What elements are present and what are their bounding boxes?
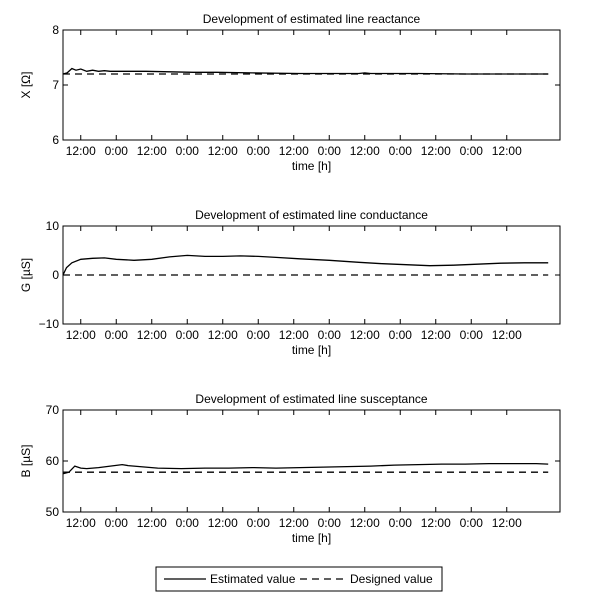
y-axis-label: B [µS] (19, 445, 33, 478)
y-tick-label: 7 (52, 78, 59, 92)
x-tick-label: 12:00 (492, 144, 522, 158)
x-tick-label: 0:00 (318, 144, 342, 158)
x-tick-label: 0:00 (247, 516, 271, 530)
x-tick-label: 12:00 (137, 144, 167, 158)
x-tick-label: 12:00 (66, 328, 96, 342)
x-tick-label: 12:00 (421, 516, 451, 530)
x-axis-label: time [h] (292, 531, 331, 545)
x-tick-label: 12:00 (66, 516, 96, 530)
x-tick-label: 12:00 (208, 516, 238, 530)
x-tick-label: 0:00 (318, 328, 342, 342)
y-tick-label: −10 (39, 317, 60, 331)
y-tick-label: 6 (52, 133, 59, 147)
x-tick-label: 12:00 (492, 328, 522, 342)
y-axis-label: X [Ω] (19, 72, 33, 99)
x-axis-label: time [h] (292, 343, 331, 357)
x-tick-label: 12:00 (421, 328, 451, 342)
estimated-value-line (62, 462, 549, 475)
x-tick-label: 12:00 (137, 516, 167, 530)
x-tick-label: 12:00 (208, 328, 238, 342)
chart-panel-2: Development of estimated line conductanc… (19, 208, 561, 357)
y-tick-label: 10 (46, 219, 60, 233)
y-tick-label: 60 (46, 454, 60, 468)
x-tick-label: 0:00 (176, 328, 200, 342)
x-tick-label: 0:00 (460, 144, 484, 158)
chart-title: Development of estimated line susceptanc… (195, 392, 427, 406)
x-tick-label: 12:00 (350, 328, 380, 342)
chart-title: Development of estimated line conductanc… (195, 208, 428, 222)
x-tick-label: 0:00 (460, 516, 484, 530)
estimated-value-line (62, 67, 549, 75)
x-tick-label: 0:00 (176, 516, 200, 530)
x-tick-label: 12:00 (279, 144, 309, 158)
x-tick-label: 12:00 (279, 516, 309, 530)
x-tick-label: 0:00 (105, 328, 129, 342)
y-tick-label: 70 (46, 403, 60, 417)
x-tick-label: 0:00 (318, 516, 342, 530)
x-tick-label: 12:00 (350, 516, 380, 530)
legend-estimated-label: Estimated value (210, 572, 296, 586)
x-tick-label: 12:00 (421, 144, 451, 158)
x-tick-label: 0:00 (389, 516, 413, 530)
x-tick-label: 12:00 (208, 144, 238, 158)
x-tick-label: 0:00 (389, 144, 413, 158)
plot-frame (62, 409, 561, 513)
x-tick-label: 12:00 (66, 144, 96, 158)
x-tick-label: 0:00 (247, 144, 271, 158)
y-axis-label: G [µS] (19, 258, 33, 292)
x-tick-label: 12:00 (350, 144, 380, 158)
x-tick-label: 0:00 (105, 516, 129, 530)
chart-title: Development of estimated line reactance (203, 12, 421, 26)
x-tick-label: 0:00 (460, 328, 484, 342)
x-tick-label: 12:00 (137, 328, 167, 342)
x-tick-label: 12:00 (492, 516, 522, 530)
x-axis-label: time [h] (292, 159, 331, 173)
y-tick-label: 50 (46, 505, 60, 519)
y-tick-label: 8 (52, 23, 59, 37)
estimated-value-line (62, 254, 549, 276)
legend-designed-label: Designed value (350, 572, 433, 586)
x-tick-label: 12:00 (279, 328, 309, 342)
x-tick-label: 0:00 (176, 144, 200, 158)
chart-panel-1: Development of estimated line reactance 6… (19, 12, 561, 173)
chart-panel-3: Development of estimated line susceptanc… (19, 392, 561, 545)
x-tick-label: 0:00 (105, 144, 129, 158)
y-tick-label: 0 (52, 268, 59, 282)
legend: Estimated value Designed value (155, 566, 443, 592)
plot-frame (62, 29, 561, 141)
x-tick-label: 0:00 (389, 328, 413, 342)
x-tick-label: 0:00 (247, 328, 271, 342)
